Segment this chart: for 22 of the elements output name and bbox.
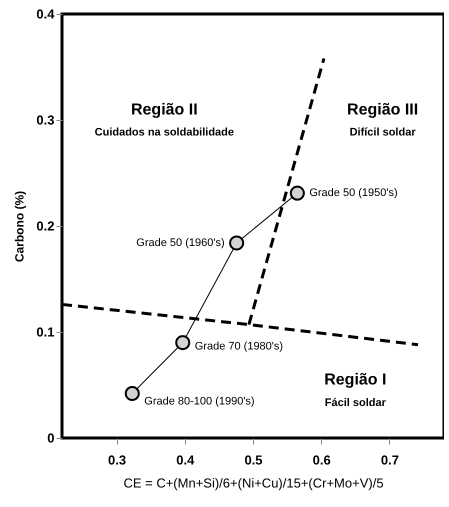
annotation: Grade 80-100 (1990's)	[144, 395, 255, 408]
annotation: Fácil soldar	[324, 397, 387, 410]
annotation: Região III	[347, 101, 418, 118]
annotation: Cuidados na soldabilidade	[94, 126, 234, 139]
annotation: Região I	[324, 372, 386, 389]
y-axis-title: Carbono (%)	[12, 190, 26, 262]
x-axis-title: CE = C+(Mn+Si)/6+(Ni+Cu)/15+(Cr+Mo+V)/5	[123, 476, 384, 490]
y-tick-label: 0.4	[36, 6, 56, 22]
annotation: Grade 50 (1960's)	[136, 236, 225, 249]
y-tick-label: 0.1	[36, 324, 54, 340]
x-tick-label: 0.6	[312, 452, 331, 468]
annotation: Difícil soldar	[350, 126, 416, 139]
annotation: Região II	[130, 101, 198, 118]
x-tick-label: 0.4	[176, 452, 196, 468]
y-tick-label: 0.2	[36, 218, 54, 234]
x-tick-label: 0.7	[380, 452, 399, 468]
annotation: Grade 70 (1980's)	[194, 340, 284, 353]
y-tick-label: 0	[47, 430, 54, 446]
y-tick-label: 0.3	[36, 112, 54, 128]
annotation: Grade 50 (1950's)	[309, 187, 398, 200]
x-tick-label: 0.3	[108, 452, 126, 468]
x-tick-label: 0.5	[244, 452, 263, 468]
